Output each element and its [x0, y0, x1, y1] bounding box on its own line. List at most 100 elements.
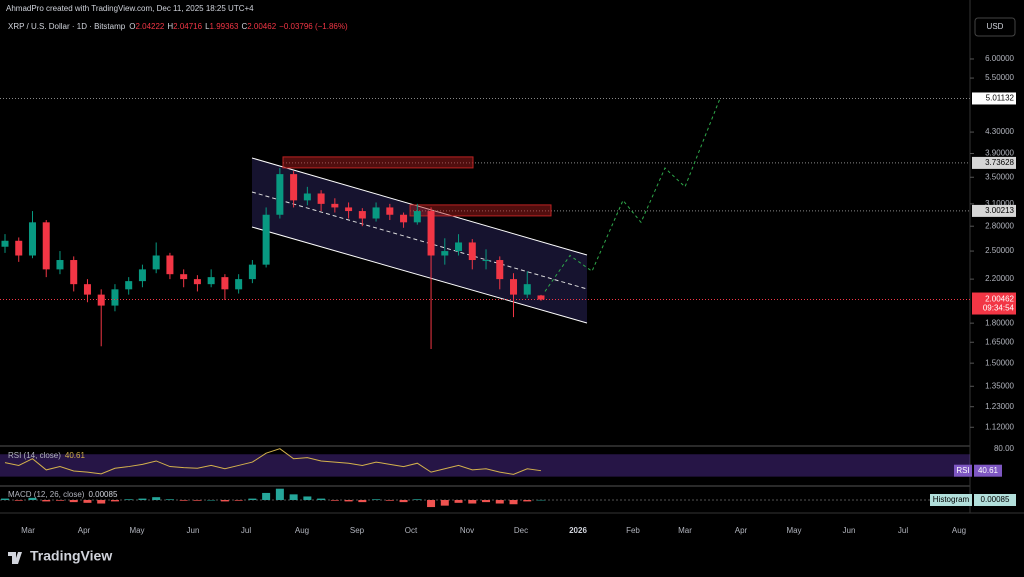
candle-body	[248, 264, 256, 280]
rsi-line	[4, 448, 542, 475]
candle-body	[441, 251, 449, 256]
histogram-bar	[440, 500, 449, 506]
y-tick-label: 1.50000	[985, 358, 1014, 367]
candle-body	[111, 289, 119, 306]
y-tick-label: 2.20000	[985, 274, 1014, 283]
zone-box	[409, 204, 552, 217]
value-bg	[974, 464, 1002, 477]
candle-body	[97, 294, 105, 306]
candle-body	[303, 193, 311, 201]
x-tick-label: Jun	[843, 526, 856, 535]
histogram-bar	[152, 497, 161, 500]
histogram-bar	[317, 498, 326, 500]
histogram-bar	[1, 498, 9, 500]
x-tick-label: Dec	[514, 526, 528, 535]
histogram-bar	[55, 500, 64, 501]
histogram-bar	[537, 499, 545, 501]
candle-body	[290, 174, 298, 201]
value-bg	[974, 494, 1016, 506]
histogram-bar	[344, 500, 353, 502]
last-price: 2.00462	[985, 295, 1014, 304]
y-tick-label: 1.65000	[985, 337, 1014, 346]
price-label: 3.00213	[985, 206, 1014, 215]
ohlc-key: L	[205, 22, 210, 31]
indicator-title: MACD (12, 26, close) 0.00085	[8, 490, 118, 499]
y-tick-label: 3.90000	[985, 149, 1014, 158]
candle-body	[372, 207, 380, 219]
x-tick-label: Aug	[952, 526, 966, 535]
ohlc-value: 2.04222	[135, 22, 164, 31]
x-tick-label: May	[129, 526, 144, 535]
candle-body	[56, 260, 64, 270]
channel	[252, 158, 587, 323]
countdown: 09:34:54	[983, 304, 1015, 313]
value: 0.00085	[981, 495, 1010, 504]
candle-body	[221, 277, 229, 290]
histogram-bar	[289, 494, 298, 500]
histogram-bar	[42, 500, 51, 502]
candle-body	[138, 269, 146, 282]
price-label-bg	[972, 156, 1016, 169]
histogram-bar	[262, 492, 271, 500]
candle-body	[1, 240, 9, 247]
x-tick-label: Jul	[241, 526, 251, 535]
ohlc-key: O	[129, 22, 135, 31]
indicator-value: 0.00085	[88, 490, 117, 499]
candle-body	[317, 193, 325, 204]
y-tick-label: 80.00	[994, 444, 1015, 453]
ohlc-value: 2.00462	[247, 22, 276, 31]
y-tick-label: 2.50000	[985, 246, 1014, 255]
candle-body	[166, 255, 174, 275]
histogram-bar	[83, 500, 92, 503]
indicator-value: 40.61	[65, 451, 86, 460]
indicator-name: MACD (12, 26, close)	[8, 490, 85, 499]
candle-body	[42, 222, 50, 270]
ohlc-value: 2.04716	[173, 22, 202, 31]
x-tick-label: Apr	[735, 526, 748, 535]
histogram-bar	[69, 500, 78, 503]
x-tick-label: Aug	[295, 526, 309, 535]
y-tick-label: 3.10000	[985, 199, 1014, 208]
x-tick-label: Mar	[21, 526, 35, 535]
tag: Histogram	[933, 495, 970, 504]
currency[interactable]: USD	[987, 22, 1004, 31]
logo	[8, 552, 22, 564]
x-tick-label: Jun	[187, 526, 200, 535]
y-tick-label: 3.50000	[985, 172, 1014, 181]
channel-line	[251, 226, 588, 324]
histogram-bar	[330, 500, 339, 501]
projection	[544, 98, 721, 292]
histogram-bar	[28, 497, 37, 500]
x-tick-label: Apr	[78, 526, 91, 535]
histogram-bar	[372, 499, 381, 500]
histogram-bar	[138, 498, 147, 500]
histogram-bar	[509, 500, 518, 505]
rsi-band	[0, 454, 970, 477]
histogram-bar	[14, 500, 23, 501]
histogram-bar	[427, 500, 436, 508]
candle-body	[400, 214, 408, 223]
price-label: 5.01132	[986, 94, 1015, 103]
histogram-bar	[385, 500, 394, 501]
price-label: 3.73628	[985, 158, 1014, 167]
histogram-bar	[179, 500, 188, 501]
y-tick-label: 1.35000	[985, 381, 1014, 390]
candle-body	[262, 214, 270, 265]
histogram-bar	[248, 498, 257, 500]
histogram-bar	[97, 500, 106, 504]
histogram-bar	[468, 500, 477, 504]
ohlc-value: 1.99363	[210, 22, 239, 31]
histogram-bar	[110, 500, 119, 502]
candle-body	[28, 222, 36, 256]
histogram-bar	[165, 499, 174, 500]
currency-button[interactable]	[974, 17, 1016, 37]
x-tick-label: Oct	[405, 526, 418, 535]
x-tick-label: Jul	[898, 526, 908, 535]
symbol-name: XRP / U.S. Dollar · 1D · Bitstamp	[8, 22, 126, 31]
candle-body	[15, 240, 23, 256]
histogram-bar	[124, 499, 133, 500]
candle-body	[152, 255, 160, 270]
candle-body	[358, 211, 366, 219]
price-label-bg	[972, 92, 1016, 105]
channel-mid	[251, 191, 588, 290]
